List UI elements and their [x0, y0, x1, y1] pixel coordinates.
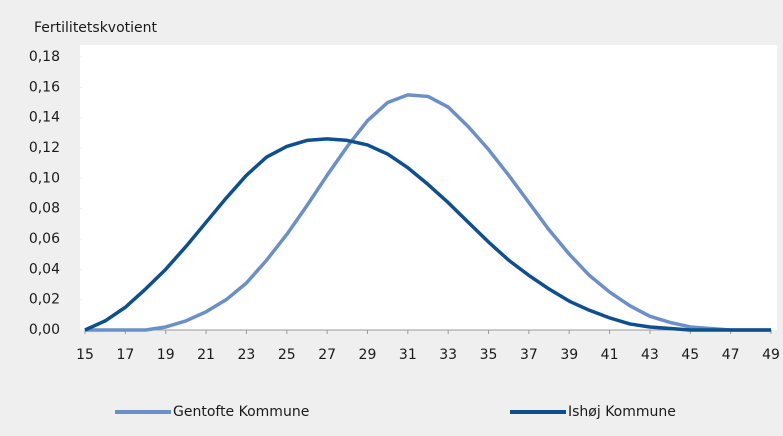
series-line — [85, 93, 771, 332]
y-tick-label: 0,00 — [29, 322, 60, 338]
x-tick-label: 45 — [681, 347, 699, 363]
x-tick-label: 21 — [197, 347, 215, 363]
x-tick-label: 37 — [520, 347, 538, 363]
y-tick-label: 0,18 — [29, 49, 60, 65]
x-tick-label: 19 — [157, 347, 175, 363]
y-axis-label: Fertilitetskvotient — [34, 20, 158, 36]
x-tick-label: 39 — [560, 347, 578, 363]
y-tick-label: 0,02 — [29, 292, 60, 308]
y-tick-label: 0,16 — [29, 79, 60, 95]
y-tick-label: 0,12 — [29, 140, 60, 156]
y-tick-label: 0,10 — [29, 170, 60, 186]
legend-label: Gentofte Kommune — [173, 404, 309, 420]
x-tick-label: 41 — [601, 347, 619, 363]
y-tick-label: 0,14 — [29, 110, 60, 126]
y-tick-label: 0,06 — [29, 231, 60, 247]
x-tick-label: 43 — [641, 347, 659, 363]
x-tick-label: 35 — [480, 347, 498, 363]
y-tick-label: 0,08 — [29, 201, 60, 217]
y-tick-label: 0,04 — [29, 261, 60, 277]
legend-label: Ishøj Kommune — [568, 404, 676, 420]
x-tick-label: 17 — [116, 347, 134, 363]
x-tick-label: 47 — [722, 347, 740, 363]
x-tick-label: 29 — [359, 347, 377, 363]
x-tick-label: 31 — [399, 347, 417, 363]
plot-area — [80, 45, 777, 330]
x-tick-label: 33 — [439, 347, 457, 363]
series-line — [84, 137, 771, 332]
x-tick-label: 23 — [237, 347, 255, 363]
x-tick-label: 27 — [318, 347, 336, 363]
x-tick-label: 49 — [762, 347, 780, 363]
x-tick-label: 15 — [76, 347, 94, 363]
x-tick-label: 25 — [278, 347, 296, 363]
